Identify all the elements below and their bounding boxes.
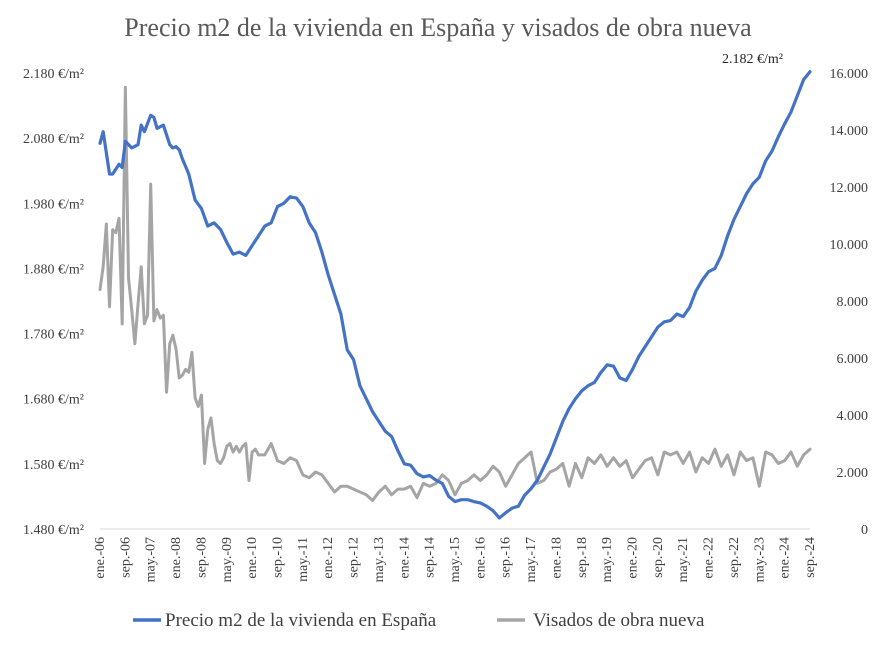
x-tick-label: ene.-08 bbox=[169, 537, 184, 579]
legend-label-visados: Visados de obra nueva bbox=[533, 610, 705, 631]
x-tick-label: may.-17 bbox=[524, 537, 539, 582]
legend-label-price: Precio m2 de la vivienda en España bbox=[165, 610, 437, 631]
right-tick-label: 8.000 bbox=[837, 295, 869, 310]
left-tick-label: 1.780 €/m² bbox=[23, 328, 84, 343]
x-tick-label: sep.-16 bbox=[499, 537, 514, 578]
x-tick-label: ene.-16 bbox=[473, 537, 488, 579]
x-tick-label: ene.-18 bbox=[549, 537, 564, 579]
x-axis: ene.-06 sep.-06 may.-07 ene.-08 sep.-08 may.-… bbox=[93, 537, 818, 582]
x-tick-label: sep.-08 bbox=[194, 537, 209, 578]
right-tick-label: 2.000 bbox=[837, 466, 869, 481]
right-tick-label: 4.000 bbox=[837, 409, 869, 424]
x-tick-label: sep.-20 bbox=[651, 537, 666, 578]
right-tick-label: 16.000 bbox=[830, 67, 869, 82]
series-line-visados bbox=[98, 85, 812, 502]
right-axis: 0 2.000 4.000 6.000 8.000 10.000 12.000 14.000 1… bbox=[830, 67, 869, 538]
series-line-price bbox=[98, 70, 812, 520]
x-tick-label: may.-11 bbox=[296, 537, 311, 582]
x-tick-label: sep.-24 bbox=[803, 537, 818, 578]
chart-title: Precio m2 de la vivienda en España y vis… bbox=[124, 13, 752, 42]
x-tick-label: ene.-12 bbox=[321, 537, 336, 579]
x-tick-label: sep.-22 bbox=[727, 537, 742, 578]
right-tick-label: 10.000 bbox=[830, 238, 869, 253]
x-tick-label: may.-23 bbox=[752, 537, 767, 582]
left-tick-label: 1.580 €/m² bbox=[23, 458, 84, 473]
right-tick-label: 6.000 bbox=[837, 352, 869, 367]
x-tick-label: may.-07 bbox=[144, 537, 159, 582]
plot-area bbox=[98, 70, 812, 520]
price-annotation: 2.182 €/m² bbox=[722, 52, 783, 67]
right-tick-label: 12.000 bbox=[830, 181, 869, 196]
x-tick-label: ene.-22 bbox=[702, 537, 717, 579]
x-tick-label: sep.-14 bbox=[423, 537, 438, 578]
x-tick-label: may.-13 bbox=[372, 537, 387, 582]
x-tick-label: may.-21 bbox=[676, 537, 691, 582]
left-tick-label: 1.680 €/m² bbox=[23, 393, 84, 408]
left-tick-label: 1.880 €/m² bbox=[23, 262, 84, 277]
left-tick-label: 1.480 €/m² bbox=[23, 523, 84, 538]
x-tick-label: sep.-06 bbox=[118, 537, 133, 578]
x-tick-label: may.-09 bbox=[220, 537, 235, 582]
x-tick-label: ene.-10 bbox=[245, 537, 260, 579]
x-tick-label: ene.-24 bbox=[778, 537, 793, 579]
x-tick-label: may.-15 bbox=[448, 537, 463, 582]
legend: Precio m2 de la vivienda en España Visad… bbox=[133, 610, 705, 631]
x-tick-label: ene.-20 bbox=[626, 537, 641, 579]
left-tick-label: 2.180 €/m² bbox=[23, 67, 84, 82]
x-tick-label: sep.-10 bbox=[271, 537, 286, 578]
right-tick-label: 14.000 bbox=[830, 124, 869, 139]
x-tick-label: may.-19 bbox=[600, 537, 615, 582]
x-tick-label: ene.-14 bbox=[397, 537, 412, 579]
x-tick-label: ene.-06 bbox=[93, 537, 108, 579]
right-tick-label: 0 bbox=[861, 523, 868, 538]
x-tick-label: sep.-18 bbox=[575, 537, 590, 578]
left-axis: 1.480 €/m² 1.580 €/m² 1.680 €/m² 1.780 €/m²… bbox=[23, 67, 84, 538]
x-tick-label: sep.-12 bbox=[347, 537, 362, 578]
left-tick-label: 2.080 €/m² bbox=[23, 132, 84, 147]
left-tick-label: 1.980 €/m² bbox=[23, 197, 84, 212]
